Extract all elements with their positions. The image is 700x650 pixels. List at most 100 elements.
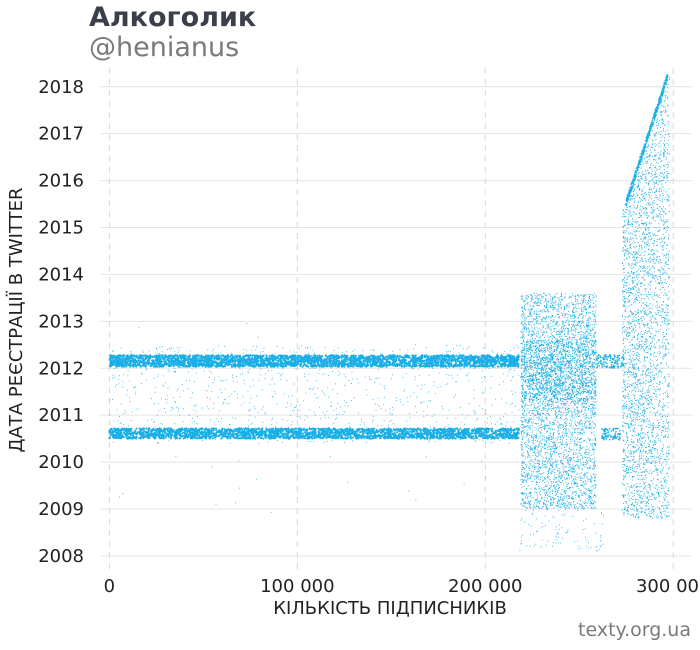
scatter-point — [488, 434, 491, 437]
scatter-point — [406, 428, 409, 430]
scatter-point — [198, 356, 201, 359]
scatter-point — [328, 358, 331, 361]
scatter-point — [275, 357, 278, 360]
scatter-point — [184, 354, 187, 357]
scatter-point — [367, 359, 370, 362]
scatter-point — [132, 361, 135, 364]
scatter-point — [335, 357, 338, 360]
scatter-point — [186, 430, 189, 433]
scatter-point — [192, 357, 195, 360]
scatter-point — [481, 362, 484, 365]
scatter-point — [271, 360, 274, 362]
scatter-point — [352, 365, 355, 368]
scatter-point — [108, 437, 111, 440]
scatter-point — [157, 355, 160, 358]
scatter-point — [195, 360, 197, 363]
scatter-point — [423, 365, 426, 368]
scatter-point — [236, 364, 239, 367]
scatter-point — [436, 354, 439, 357]
scatter-point — [301, 365, 304, 368]
scatter-point — [325, 359, 328, 362]
scatter-point — [405, 365, 408, 368]
scatter-point — [487, 365, 489, 367]
scatter-point — [273, 355, 276, 358]
scatter-point — [343, 364, 346, 367]
scatter-point — [438, 364, 441, 367]
scatter-point — [303, 431, 306, 434]
scatter-point — [310, 363, 312, 366]
scatter-point — [426, 361, 429, 364]
scatter-point — [247, 362, 250, 365]
scatter-point — [440, 362, 443, 365]
scatter-point — [406, 430, 409, 433]
scatter-point — [370, 354, 373, 357]
scatter-point — [287, 363, 290, 366]
scatter-point — [332, 356, 335, 359]
scatter-point — [508, 356, 511, 358]
scatter-point — [437, 360, 440, 363]
scatter-point — [211, 361, 214, 364]
scatter-point — [243, 428, 246, 431]
scatter-point — [213, 361, 216, 363]
scatter-point — [368, 356, 371, 359]
scatter-point — [149, 362, 152, 365]
scatter-point — [395, 363, 398, 366]
scatter-point — [436, 364, 439, 367]
scatter-point — [243, 360, 246, 363]
scatter-point — [183, 357, 185, 360]
scatter-point — [382, 364, 385, 366]
scatter-point — [460, 364, 463, 367]
scatter-point — [300, 362, 303, 365]
scatter-point — [480, 359, 483, 362]
scatter-point — [458, 354, 461, 357]
scatter-point — [203, 361, 206, 364]
scatter-point — [516, 356, 519, 359]
scatter-point — [153, 360, 155, 363]
scatter-point — [412, 356, 415, 359]
scatter-point — [379, 364, 382, 367]
scatter-point — [438, 358, 441, 361]
scatter-point — [354, 361, 357, 364]
scatter-point — [121, 358, 124, 361]
scatter-point — [326, 357, 329, 360]
scatter-point — [421, 365, 424, 368]
scatter-point — [306, 358, 309, 361]
scatter-point — [326, 365, 329, 368]
scatter-point — [169, 354, 172, 357]
scatter-point — [171, 357, 174, 360]
scatter-point — [130, 355, 133, 358]
scatter-point — [137, 364, 140, 367]
scatter-point — [434, 357, 437, 360]
scatter-point — [386, 358, 389, 361]
scatter-point — [112, 356, 115, 359]
scatter-point — [160, 355, 163, 358]
scatter-point — [427, 365, 430, 368]
scatter-point — [341, 365, 344, 368]
scatter-point — [515, 362, 518, 365]
scatter-point — [261, 361, 264, 364]
scatter-point — [376, 357, 379, 359]
scatter-point — [133, 354, 136, 357]
scatter-point — [122, 361, 125, 364]
scatter-point — [491, 360, 494, 363]
scatter-point — [142, 359, 144, 361]
chart-title: Алкоголик — [89, 2, 257, 33]
scatter-point — [328, 364, 330, 367]
scatter-point — [178, 359, 181, 362]
scatter-point — [475, 437, 478, 440]
scatter-point — [513, 355, 516, 358]
scatter-point — [229, 358, 232, 361]
scatter-point — [325, 355, 328, 358]
scatter-point — [360, 355, 363, 358]
scatter-point — [261, 357, 264, 360]
scatter-point — [500, 356, 503, 358]
scatter-point — [362, 356, 365, 359]
scatter-point — [490, 357, 493, 360]
scatter-point — [274, 363, 277, 365]
scatter-point — [251, 365, 254, 368]
scatter-point — [270, 363, 273, 366]
scatter-point — [371, 359, 374, 362]
scatter-point — [306, 362, 309, 365]
scatter-point — [442, 365, 445, 368]
